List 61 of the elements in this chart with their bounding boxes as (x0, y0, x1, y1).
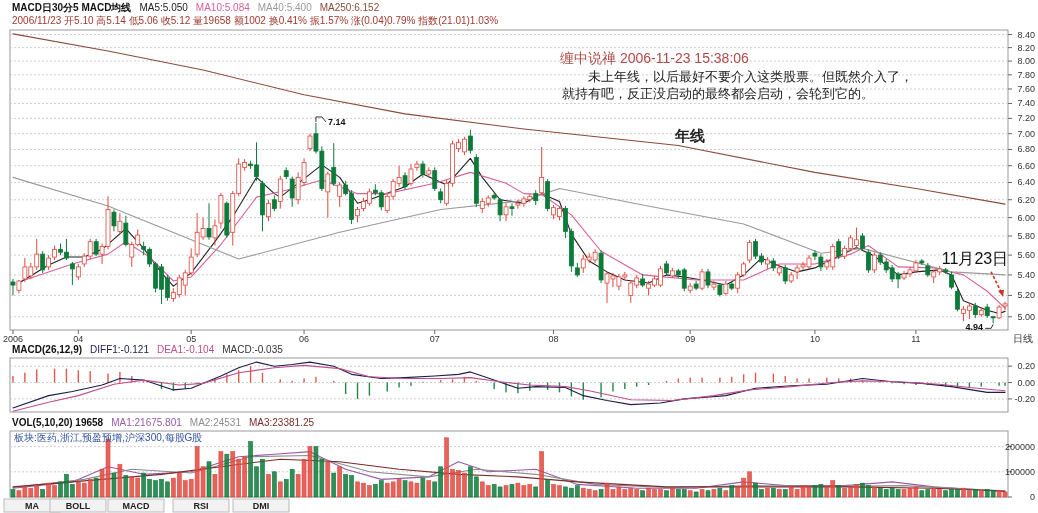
y-tick-label: 7.80 (1017, 69, 1035, 80)
y-tick-label: 0.20 (1017, 361, 1035, 372)
y-tick-label: 5.40 (1017, 269, 1035, 280)
x-tick-label: 09 (685, 334, 696, 344)
y-tick-label: 8.20 (1017, 42, 1035, 53)
x-tick-label: 2006 (2, 334, 23, 344)
annotation: 缠中说禅 2006-11-23 15:38:06 (560, 50, 750, 66)
y-tick-label: 7.40 (1017, 98, 1035, 109)
y-tick-label: 6.00 (1017, 212, 1035, 223)
y-tick-label: 6.60 (1017, 160, 1035, 171)
annotation: 7.14 (327, 116, 346, 127)
annotation: 年线 (674, 127, 706, 144)
text: RSI (193, 501, 209, 511)
x-tick-label: 06 (299, 334, 310, 344)
text: MA250:6.152 (319, 2, 380, 13)
text: MA (25, 501, 40, 511)
y-tick-label: 6.40 (1017, 177, 1035, 188)
x-tick-label: 05 (186, 334, 197, 344)
text: MACD:-0.035 (222, 344, 284, 355)
annotation: 11月23日 (941, 249, 1009, 267)
y-tick-label: 0.00 (1017, 377, 1035, 388)
y-tick-label: 5.60 (1017, 250, 1035, 261)
text: MA2:24531 (189, 417, 242, 428)
text: MA10:5.084 (195, 2, 251, 13)
x-tick-label: 08 (548, 334, 559, 344)
y-tick-label: 8.00 (1017, 56, 1035, 67)
x-tick-label: 07 (429, 334, 440, 344)
y-tick-label: 100000 (1004, 466, 1035, 477)
text: BOLL (65, 501, 91, 511)
y-tick-label: 7.60 (1017, 83, 1035, 94)
y-tick-label: 8.40 (1017, 29, 1035, 40)
text: DMI (252, 501, 270, 511)
text: MACD (122, 501, 150, 511)
y-tick-label: 0 (1029, 492, 1035, 502)
y-tick-label: -0.20 (1014, 393, 1035, 404)
text: MA3:23381.25 (248, 417, 315, 428)
annotation: 板块:医药,浙江,预盈预增,沪深300,每股G股 (13, 432, 203, 443)
text: DIFF1:-0.121 (90, 344, 150, 355)
text: MA1:21675.801 (111, 417, 183, 428)
y-tick-label: 5.00 (1017, 311, 1035, 322)
chart-title: MACD(26,12,9) (12, 344, 83, 355)
x-tick-label: 04 (73, 334, 84, 344)
y-tick-label: 5.20 (1017, 290, 1035, 301)
annotation: 未上年线，以后最好不要介入这类股票。但既然介入了， (588, 69, 913, 84)
y-tick-label: 7.00 (1017, 128, 1035, 139)
y-tick-label: 5.80 (1017, 231, 1035, 242)
text: DEA1:-0.104 (156, 344, 215, 355)
y-tick-label: 6.20 (1017, 194, 1035, 205)
annotation: 4.94 (965, 322, 984, 333)
annotation: 就持有吧，反正没启动的最终都会启动，会轮到它的。 (562, 86, 874, 101)
chart-title: MACD日30分5 MACD均线 (12, 2, 132, 13)
x-tick-label: 10 (809, 334, 820, 344)
x-tick-label: 11 (911, 334, 921, 344)
chart-subtitle: 2006/11/23 开5.10 高5.14 低5.06 收5.12 量19658 额1002 换0.41% 振1.57% 涨(0.04)0.79% 指数(21.01)1.03% (12, 15, 499, 26)
chart-title: VOL(5,10,20) 19658 (12, 417, 104, 428)
y-tick-label: 7.20 (1017, 113, 1035, 124)
text: MA5:5.050 (139, 2, 189, 13)
text: MA40:5.400 (257, 2, 313, 13)
y-tick-label: 6.80 (1017, 144, 1035, 155)
y-tick-label: 200000 (1004, 441, 1035, 452)
text: 日线 (1013, 333, 1033, 344)
